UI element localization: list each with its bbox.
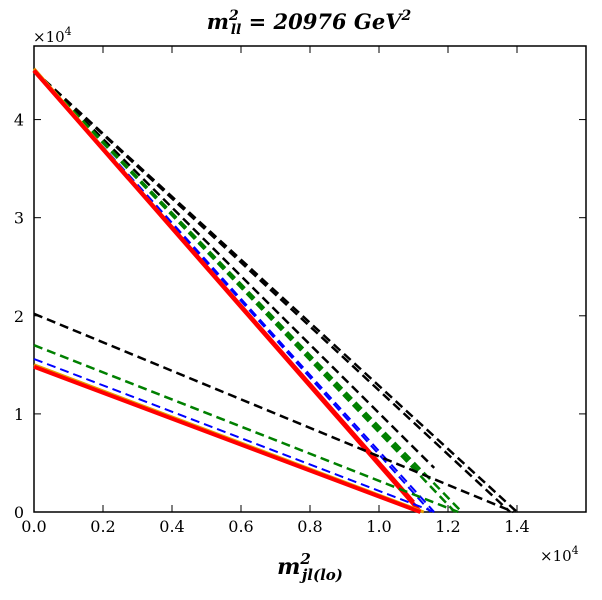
xlabel-sup: 2 (299, 550, 310, 568)
title-base: m (207, 9, 229, 34)
y-tick-label: 0 (14, 503, 24, 522)
y-multiplier: ×104 (33, 25, 72, 46)
x-tick-label: 0.6 (228, 517, 253, 536)
x-multiplier-base: ×10 (540, 547, 572, 565)
x-multiplier: ×104 (540, 544, 579, 565)
x-tick-label: 0.8 (297, 517, 322, 536)
title-sub: ll (231, 22, 242, 38)
x-tick-label: 1.2 (435, 517, 460, 536)
series-line-black-lower (33, 312, 514, 514)
x-tick-label: 0.4 (159, 517, 184, 536)
y-tick-label: 4 (14, 111, 24, 130)
x-tick-label: 0.0 (21, 517, 46, 536)
tick-layer: 0.0 0.2 0.4 0.6 0.8 1.0 1.2 1.4 0 1 2 3 4 (14, 46, 586, 536)
title-rest: = 20976 GeV (241, 9, 404, 34)
series-line-black-upper-2 (33, 69, 518, 513)
y-tick-label: 2 (14, 307, 24, 326)
xlabel-sub: jl(lo) (299, 566, 343, 584)
x-multiplier-exp: 4 (572, 544, 579, 557)
chart-title: m2 ll = 20976 GeV2 (207, 8, 412, 38)
series-layer (32, 67, 518, 514)
title-sup: 2 (228, 8, 239, 24)
title-rest-sup: 2 (401, 8, 412, 24)
series-line-green-upper-3 (33, 69, 422, 474)
x-axis-label: m2 jl(lo) (277, 550, 343, 584)
series-line-black-upper-3 (33, 69, 436, 469)
series-line-red-upper-2 (32, 69, 422, 514)
series-line-red-lower (33, 364, 422, 514)
y-multiplier-exp: 4 (65, 25, 72, 38)
y-tick-label: 1 (14, 405, 24, 424)
y-multiplier-base: ×10 (33, 28, 65, 46)
x-tick-label: 0.2 (90, 517, 115, 536)
xlabel-base: m (277, 554, 300, 580)
x-tick-label: 1.4 (504, 517, 529, 536)
series-line-blue-lower (33, 358, 435, 513)
series-line-black-upper-1 (33, 69, 511, 513)
plot-frame (33, 45, 587, 513)
y-tick-label: 3 (14, 209, 24, 228)
series-line-green-lower (33, 344, 459, 514)
x-tick-label: 1.0 (366, 517, 391, 536)
